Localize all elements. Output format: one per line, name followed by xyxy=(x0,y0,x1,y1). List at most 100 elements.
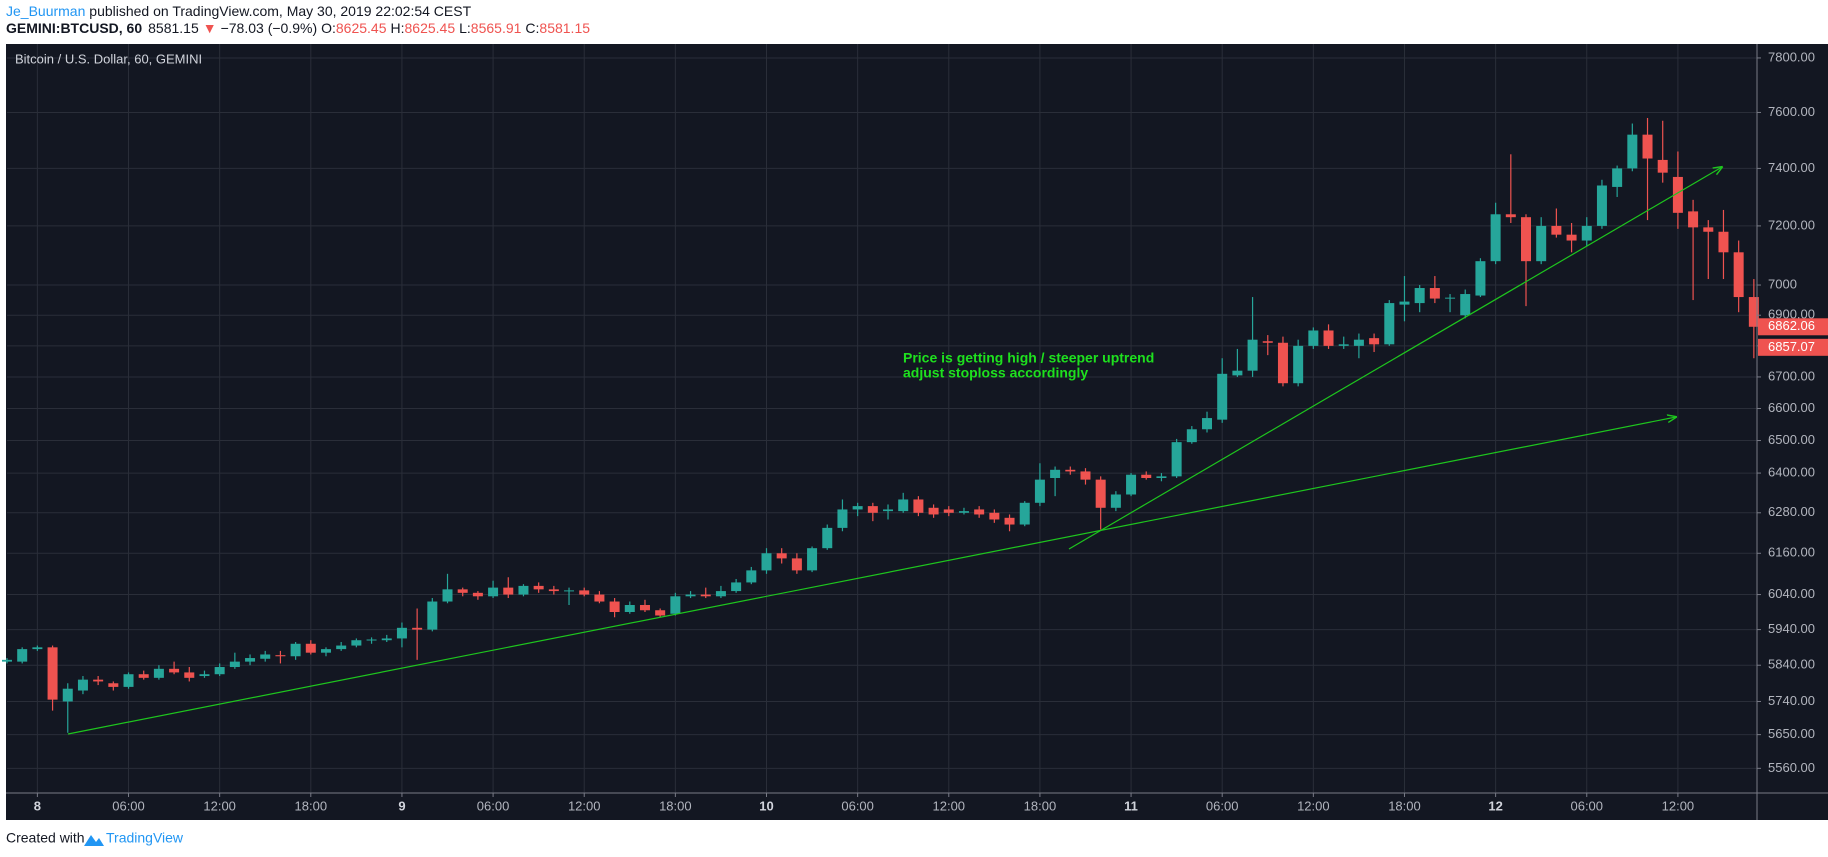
candle-body xyxy=(1141,474,1152,478)
candle-body xyxy=(746,570,757,583)
x-tick-label: 12:00 xyxy=(568,798,601,813)
candle-body xyxy=(1262,341,1273,343)
author[interactable]: Je_Buurman xyxy=(6,3,85,19)
candle-body xyxy=(169,668,180,673)
grid xyxy=(7,44,1757,793)
candle-body xyxy=(275,655,286,657)
candle-body xyxy=(639,605,650,611)
candle-body xyxy=(336,645,347,650)
ohlc-value: 8625.45 xyxy=(405,20,456,36)
x-tick-label: 12:00 xyxy=(933,798,966,813)
ohlc-key: O: xyxy=(321,20,336,36)
price-tag-label: 6862.06 xyxy=(1768,318,1815,333)
candle-body xyxy=(1126,474,1137,495)
candle-body xyxy=(1703,227,1714,232)
candles xyxy=(2,117,1759,733)
candle-body xyxy=(1399,301,1410,305)
candle-body xyxy=(700,594,711,597)
candle-body xyxy=(867,506,878,513)
candle-body xyxy=(1596,185,1607,226)
y-tick-label: 6040.00 xyxy=(1768,586,1815,601)
candle-body xyxy=(290,643,301,657)
candle-body xyxy=(47,647,58,700)
candle-body xyxy=(457,589,468,593)
y-tick-label: 6700.00 xyxy=(1768,368,1815,383)
candle-body xyxy=(138,674,149,678)
symbol: GEMINI:BTCUSD, 60 xyxy=(6,20,142,36)
candle-body xyxy=(93,679,104,682)
x-tick-label: 18:00 xyxy=(1388,798,1421,813)
candle-body xyxy=(260,654,271,659)
y-tick-label: 7800.00 xyxy=(1768,49,1815,64)
candle-body xyxy=(2,659,12,662)
x-tick-label: 9 xyxy=(398,798,405,813)
candle-body xyxy=(427,601,438,630)
candle-body xyxy=(442,589,453,602)
ohlc-value: 8625.45 xyxy=(336,20,387,36)
x-tick-label: 12:00 xyxy=(1297,798,1330,813)
candle-body xyxy=(974,509,985,515)
x-tick-label: 18:00 xyxy=(1024,798,1057,813)
arrow: ▼ xyxy=(203,20,217,36)
candle-body xyxy=(199,674,210,677)
x-tick-label: 8 xyxy=(34,798,41,813)
x-tick-label: 12 xyxy=(1488,798,1502,813)
y-tick-label: 5740.00 xyxy=(1768,693,1815,708)
candle-body xyxy=(1505,214,1516,218)
candle-body xyxy=(1733,252,1744,298)
y-tick-label: 5840.00 xyxy=(1768,657,1815,672)
candle-body xyxy=(381,638,392,641)
annotation: Price is getting high / steeper uptrend xyxy=(903,350,1154,366)
candle-body xyxy=(1460,294,1471,316)
candle-body xyxy=(1217,373,1228,420)
x-tick-label: 06:00 xyxy=(112,798,145,813)
x-tick-label: 06:00 xyxy=(1570,798,1603,813)
candle-body xyxy=(564,590,575,592)
chart-title: Bitcoin / U.S. Dollar, 60, GEMINI xyxy=(15,51,202,66)
footer-brand[interactable]: TradingView xyxy=(106,830,184,846)
x-tick-label: 06:00 xyxy=(477,798,510,813)
candle-body xyxy=(1612,168,1623,187)
candle-body xyxy=(624,605,635,613)
symbol-line: GEMINI:BTCUSD, 60 8581.15 ▼ −78.03 (−0.9%) O… xyxy=(6,20,590,36)
candle-body xyxy=(685,594,696,597)
y-tick-label: 7600.00 xyxy=(1768,104,1815,119)
footer-text: Created with xyxy=(6,830,85,846)
candle-body xyxy=(1019,502,1030,525)
candle-body xyxy=(153,668,164,678)
candle-body xyxy=(1034,479,1045,503)
candle-body xyxy=(1004,517,1015,525)
y-tick-label: 5650.00 xyxy=(1768,726,1815,741)
candle-body xyxy=(883,509,894,512)
candle-body xyxy=(594,594,605,602)
candle-body xyxy=(320,649,331,653)
candle-body xyxy=(472,592,483,597)
ohlc-key: H: xyxy=(391,20,405,36)
candle-body xyxy=(1293,345,1304,384)
candle-body xyxy=(822,527,833,549)
candle-body xyxy=(807,548,818,571)
candle-body xyxy=(32,647,43,650)
candle-body xyxy=(958,511,969,513)
candle-body xyxy=(305,643,316,653)
price-tag-label: 6857.07 xyxy=(1768,339,1815,354)
candle-body xyxy=(108,683,119,687)
candle-body xyxy=(184,672,195,678)
candle-body xyxy=(548,589,559,592)
candle-body xyxy=(791,558,802,571)
candle-body xyxy=(1247,339,1258,371)
candle-body xyxy=(1110,494,1121,508)
candle-body xyxy=(1551,225,1562,235)
candle-body xyxy=(1672,176,1683,213)
candle-body xyxy=(533,585,544,590)
x-tick-label: 18:00 xyxy=(659,798,692,813)
candle-body xyxy=(1353,339,1364,346)
candle-body xyxy=(1202,418,1213,430)
trend-line xyxy=(67,417,1676,735)
candle-body xyxy=(1429,288,1440,299)
axes: 7800.007600.007400.007200.0070006900.006… xyxy=(34,49,1828,813)
candle-body xyxy=(229,661,240,668)
candle-body xyxy=(1718,231,1729,253)
candle-body xyxy=(1688,211,1699,228)
candle-body xyxy=(412,627,423,630)
